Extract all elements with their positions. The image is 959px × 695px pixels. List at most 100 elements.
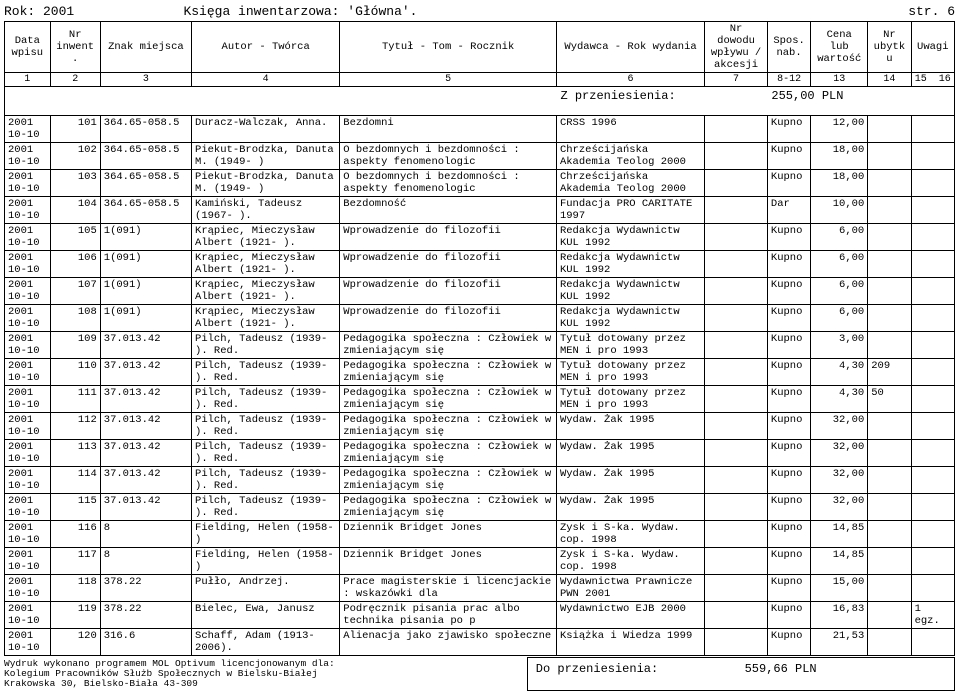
print-footer: Wydruk wykonano programem MOL Optivum li… xyxy=(4,659,527,690)
cell-price: 4,30 xyxy=(811,359,868,386)
table-row: 2001 10-1011337.013.42Pilch, Tadeusz (19… xyxy=(5,440,955,467)
cell-price: 14,85 xyxy=(811,521,868,548)
cell-title: O bezdomnych i bezdomności : aspekty fen… xyxy=(340,143,557,170)
page-number: str. 6 xyxy=(908,4,955,19)
cell-doc xyxy=(705,386,768,413)
cell-date: 2001 10-10 xyxy=(5,305,51,332)
cell-pub: Chrześcijańska Akademia Teolog 2000 xyxy=(556,143,704,170)
cell-pub: Wydawnictwa Prawnicze PWN 2001 xyxy=(556,575,704,602)
col-sig: Znak miejsca xyxy=(100,22,191,73)
colnum: 6 xyxy=(556,73,704,87)
colnum: 2 xyxy=(50,73,100,87)
cell-title: Pedagogika społeczna : Człowiek w zmieni… xyxy=(340,467,557,494)
cell-doc xyxy=(705,143,768,170)
colnum: 15 16 xyxy=(911,73,954,87)
cell-uw xyxy=(911,386,954,413)
footer-line: Krakowska 30, Bielsko-Biała 43-309 xyxy=(4,679,527,689)
footer-line: Kolegium Pracowników Służb Społecznych w… xyxy=(4,669,527,679)
table-row: 2001 10-1011537.013.42Pilch, Tadeusz (19… xyxy=(5,494,955,521)
cell-inv: 120 xyxy=(50,629,100,656)
cell-inv: 108 xyxy=(50,305,100,332)
cell-nab: Kupno xyxy=(767,548,810,575)
colnum: 7 xyxy=(705,73,768,87)
colnum: 4 xyxy=(192,73,340,87)
cell-inv: 113 xyxy=(50,440,100,467)
table-row: 2001 10-10103364.65-058.5Piekut-Brodzka,… xyxy=(5,170,955,197)
cell-inv: 115 xyxy=(50,494,100,521)
table-row: 2001 10-1011037.013.42Pilch, Tadeusz (19… xyxy=(5,359,955,386)
cell-uw xyxy=(911,629,954,656)
cell-sig: 1(091) xyxy=(100,251,191,278)
table-row: 2001 10-101081(091)Krąpiec, Mieczysław A… xyxy=(5,305,955,332)
cell-sig: 8 xyxy=(100,548,191,575)
cell-price: 18,00 xyxy=(811,170,868,197)
table-row: 2001 10-10102364.65-058.5Piekut-Brodzka,… xyxy=(5,143,955,170)
colnum: 5 xyxy=(340,73,557,87)
cell-author: Pilch, Tadeusz (1939- ). Red. xyxy=(192,467,340,494)
col-doc: Nr dowodu wpływu / akcesji xyxy=(705,22,768,73)
cell-title: Podręcznik pisania prac albo technika pi… xyxy=(340,602,557,629)
table-row: 2001 10-10104364.65-058.5Kamiński, Tadeu… xyxy=(5,197,955,224)
cell-sig: 378.22 xyxy=(100,575,191,602)
cell-inv: 119 xyxy=(50,602,100,629)
table-row: 2001 10-1011237.013.42Pilch, Tadeusz (19… xyxy=(5,413,955,440)
cell-doc xyxy=(705,548,768,575)
cell-nab: Kupno xyxy=(767,494,810,521)
cell-uw xyxy=(911,224,954,251)
cell-price: 32,00 xyxy=(811,413,868,440)
cell-doc xyxy=(705,251,768,278)
footer-table: Wydruk wykonano programem MOL Optivum li… xyxy=(4,655,955,691)
cell-pub: Wydaw. Żak 1995 xyxy=(556,440,704,467)
cell-ub: 50 xyxy=(868,386,911,413)
cell-author: Krąpiec, Mieczysław Albert (1921- ). xyxy=(192,278,340,305)
colnum: 13 xyxy=(811,73,868,87)
cell-title: Pedagogika społeczna : Człowiek w zmieni… xyxy=(340,413,557,440)
cell-pub: Redakcja Wydawnictw KUL 1992 xyxy=(556,251,704,278)
cell-uw xyxy=(911,251,954,278)
col-date: Data wpisu xyxy=(5,22,51,73)
cell-sig: 364.65-058.5 xyxy=(100,197,191,224)
cell-date: 2001 10-10 xyxy=(5,575,51,602)
cell-pub: Wydaw. Żak 1995 xyxy=(556,467,704,494)
cell-title: Pedagogika społeczna : Człowiek w zmieni… xyxy=(340,386,557,413)
cell-pub: Zysk i S-ka. Wydaw. cop. 1998 xyxy=(556,521,704,548)
table-row: 2001 10-10118378.22Pułło, Andrzej.Prace … xyxy=(5,575,955,602)
cell-price: 21,53 xyxy=(811,629,868,656)
cell-doc xyxy=(705,224,768,251)
cell-ub xyxy=(868,548,911,575)
cell-pub: Tytuł dotowany przez MEN i pro 1993 xyxy=(556,332,704,359)
cell-ub xyxy=(868,197,911,224)
cell-title: Dziennik Bridget Jones xyxy=(340,521,557,548)
colnum: 3 xyxy=(100,73,191,87)
cell-inv: 109 xyxy=(50,332,100,359)
cell-doc xyxy=(705,359,768,386)
cell-doc xyxy=(705,629,768,656)
cell-inv: 106 xyxy=(50,251,100,278)
cell-author: Kamiński, Tadeusz (1967- ). xyxy=(192,197,340,224)
cell-ub xyxy=(868,413,911,440)
page-header: Rok: 2001 Księga inwentarzowa: 'Główna'.… xyxy=(4,4,955,19)
cell-nab: Kupno xyxy=(767,629,810,656)
cell-date: 2001 10-10 xyxy=(5,278,51,305)
cell-inv: 112 xyxy=(50,413,100,440)
cell-inv: 101 xyxy=(50,116,100,143)
table-row: 2001 10-1011137.013.42Pilch, Tadeusz (19… xyxy=(5,386,955,413)
cell-doc xyxy=(705,278,768,305)
transfer-in-row: Z przeniesienia: 255,00 PLN xyxy=(5,87,955,116)
cell-author: Fielding, Helen (1958- ) xyxy=(192,521,340,548)
cell-date: 2001 10-10 xyxy=(5,359,51,386)
cell-sig: 364.65-058.5 xyxy=(100,170,191,197)
cell-inv: 103 xyxy=(50,170,100,197)
cell-nab: Kupno xyxy=(767,251,810,278)
cell-author: Fielding, Helen (1958- ) xyxy=(192,548,340,575)
cell-pub: Chrześcijańska Akademia Teolog 2000 xyxy=(556,170,704,197)
cell-author: Pilch, Tadeusz (1939- ). Red. xyxy=(192,332,340,359)
cell-pub: Wydaw. Żak 1995 xyxy=(556,494,704,521)
cell-price: 32,00 xyxy=(811,440,868,467)
cell-inv: 116 xyxy=(50,521,100,548)
col-inv: Nr inwent. xyxy=(50,22,100,73)
cell-nab: Kupno xyxy=(767,575,810,602)
cell-sig: 37.013.42 xyxy=(100,359,191,386)
cell-sig: 1(091) xyxy=(100,278,191,305)
cell-author: Pilch, Tadeusz (1939- ). Red. xyxy=(192,440,340,467)
